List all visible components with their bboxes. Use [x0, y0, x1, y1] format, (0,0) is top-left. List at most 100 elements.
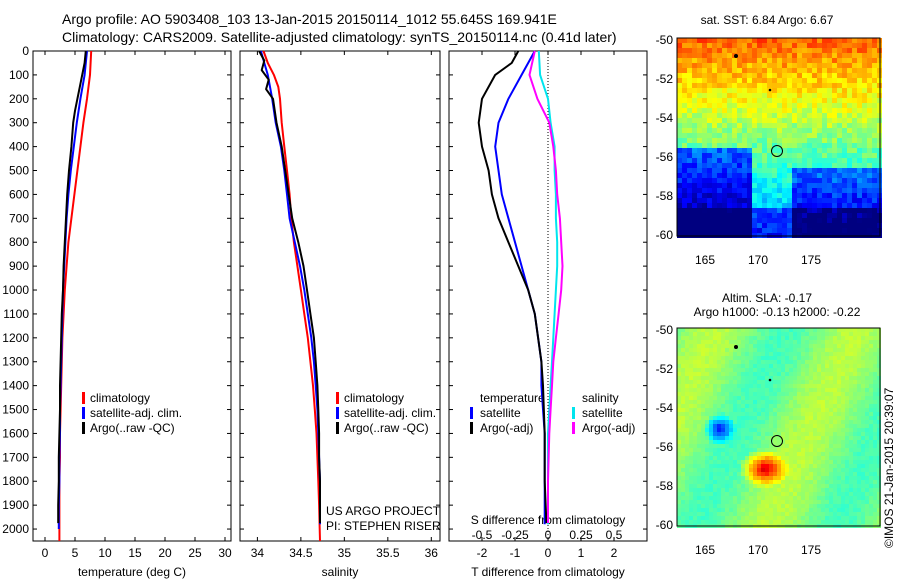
map-cell — [765, 464, 769, 468]
map-cell — [807, 108, 812, 113]
map-cell — [869, 328, 873, 332]
map-cell — [725, 444, 729, 448]
map-cell — [752, 93, 757, 98]
map-cell — [877, 444, 881, 448]
map-cell — [781, 492, 785, 496]
map-cell — [842, 138, 847, 143]
map-cell — [773, 348, 777, 352]
map-cell — [697, 492, 701, 496]
map-cell — [817, 444, 821, 448]
map-cell — [682, 153, 687, 158]
map-cell — [865, 488, 869, 492]
map-cell — [821, 336, 825, 340]
map-cell — [685, 392, 689, 396]
map-cell — [677, 440, 681, 444]
map-cell — [777, 480, 781, 484]
map-cell — [707, 48, 712, 53]
map-cell — [729, 352, 733, 356]
map-cell — [797, 428, 801, 432]
map-cell — [872, 178, 877, 183]
map-cell — [773, 440, 777, 444]
map-cell — [847, 63, 852, 68]
map-cell — [865, 364, 869, 368]
map-cell — [862, 143, 867, 148]
map-cell — [865, 484, 869, 488]
map-cell — [837, 360, 841, 364]
map-cell — [793, 376, 797, 380]
map-cell — [821, 448, 825, 452]
map-cell — [752, 118, 757, 123]
map-cell — [749, 380, 753, 384]
map-cell — [677, 468, 681, 472]
map-cell — [761, 496, 765, 500]
map-cell — [805, 512, 809, 516]
map-cell — [845, 512, 849, 516]
map-cell — [853, 436, 857, 440]
map-cell — [857, 376, 861, 380]
map-cell — [693, 360, 697, 364]
map-cell — [865, 496, 869, 500]
map-cell — [842, 118, 847, 123]
map-cell — [733, 352, 737, 356]
map-cell — [857, 460, 861, 464]
map-cell — [849, 340, 853, 344]
map-cell — [801, 400, 805, 404]
map-cell — [809, 364, 813, 368]
map-cell — [793, 472, 797, 476]
map-cell — [737, 223, 742, 228]
map-cell — [873, 356, 877, 360]
map-cell — [853, 444, 857, 448]
map-cell — [721, 356, 725, 360]
map-cell — [677, 123, 682, 128]
map-cell — [765, 400, 769, 404]
map-cell — [801, 336, 805, 340]
map-cell — [785, 488, 789, 492]
map-cell — [852, 208, 857, 213]
map-cell — [827, 163, 832, 168]
map-cell — [852, 98, 857, 103]
map-cell — [817, 400, 821, 404]
map-cell — [813, 396, 817, 400]
map-cell — [697, 436, 701, 440]
map-cell — [737, 460, 741, 464]
map-cell — [829, 428, 833, 432]
map-cell — [681, 404, 685, 408]
map-x-tick-label: 175 — [801, 543, 821, 557]
map-cell — [701, 508, 705, 512]
map-cell — [717, 198, 722, 203]
map-cell — [793, 384, 797, 388]
map-cell — [681, 368, 685, 372]
map-cell — [773, 448, 777, 452]
map-cell — [701, 384, 705, 388]
map-cell — [677, 408, 681, 412]
temperature-axes-frame — [32, 50, 232, 542]
map-cell — [807, 38, 812, 43]
map-cell — [785, 472, 789, 476]
map-cell — [867, 53, 872, 58]
map-y-tick-label: -52 — [656, 362, 674, 376]
map-cell — [685, 356, 689, 360]
map-cell — [833, 356, 837, 360]
map-cell — [713, 448, 717, 452]
map-cell — [849, 352, 853, 356]
map-cell — [821, 496, 825, 500]
map-cell — [745, 424, 749, 428]
map-cell — [867, 143, 872, 148]
map-cell — [685, 500, 689, 504]
map-cell — [713, 436, 717, 440]
map-cell — [707, 188, 712, 193]
map-cell — [687, 208, 692, 213]
map-cell — [781, 448, 785, 452]
map-cell — [865, 392, 869, 396]
map-cell — [769, 376, 773, 380]
map-cell — [745, 348, 749, 352]
map-cell — [777, 348, 781, 352]
map-cell — [761, 380, 765, 384]
map-cell — [745, 496, 749, 500]
map-cell — [701, 496, 705, 500]
map-cell — [777, 48, 782, 53]
map-cell — [829, 352, 833, 356]
map-cell — [777, 372, 781, 376]
map-cell — [725, 488, 729, 492]
map-cell — [727, 168, 732, 173]
